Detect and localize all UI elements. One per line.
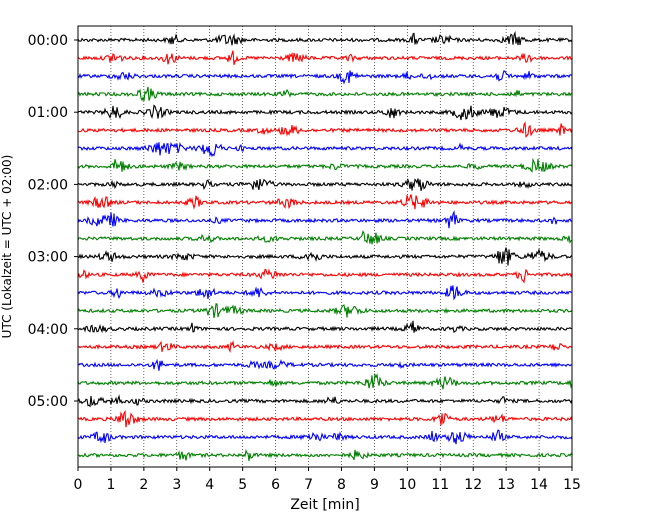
trace-0200 <box>77 178 573 191</box>
x-tick-label: 3 <box>172 477 181 493</box>
x-tick-label: 9 <box>370 477 379 493</box>
x-tick-label: 0 <box>74 477 83 493</box>
trace-0400 <box>77 320 573 334</box>
x-tick-label: 12 <box>464 477 482 493</box>
trace-0300 <box>77 247 573 266</box>
trace-0500 <box>77 394 573 408</box>
trace-0115 <box>77 121 573 138</box>
x-axis-ticks: 0 1 2 3 4 5 6 7 8 9 10 11 12 13 14 15 <box>74 467 581 493</box>
trace-0000 <box>77 30 573 46</box>
trace-0545 <box>77 448 573 461</box>
y-tick-label: 02:00 <box>28 177 68 193</box>
x-tick-label: 5 <box>238 477 247 493</box>
trace-0145 <box>77 157 573 173</box>
x-tick-label: 10 <box>398 477 416 493</box>
trace-0515 <box>77 409 573 428</box>
plot-frame <box>77 25 573 468</box>
seismic-traces <box>77 30 573 461</box>
x-tick-label: 8 <box>337 477 346 493</box>
x-tick-label: 2 <box>139 477 148 493</box>
x-tick-label: 13 <box>497 477 515 493</box>
y-axis-ticks: 00:00 01:00 02:00 03:00 04:00 05:00 <box>28 33 78 410</box>
y-tick-label: 05:00 <box>28 394 68 410</box>
trace-0215 <box>77 194 573 210</box>
trace-0015 <box>77 50 573 66</box>
trace-0415 <box>77 340 573 353</box>
trace-0530 <box>77 429 573 445</box>
y-tick-label: 00:00 <box>28 33 68 49</box>
x-tick-label: 7 <box>304 477 313 493</box>
trace-0130 <box>77 141 573 158</box>
y-tick-label: 03:00 <box>28 250 68 266</box>
trace-0245 <box>77 230 573 245</box>
trace-0445 <box>77 372 573 390</box>
trace-0330 <box>77 285 573 301</box>
x-tick-label: 6 <box>271 477 280 493</box>
x-tick-label: 14 <box>530 477 548 493</box>
trace-0430 <box>77 358 573 371</box>
trace-0045 <box>77 86 573 102</box>
trace-0100 <box>77 104 573 121</box>
x-tick-label: 1 <box>106 477 115 493</box>
x-axis-label: Zeit [min] <box>290 497 359 513</box>
x-tick-label: 15 <box>563 477 581 493</box>
y-tick-label: 04:00 <box>28 322 68 338</box>
trace-0345 <box>77 303 573 319</box>
x-tick-label: 11 <box>431 477 449 493</box>
x-tick-label: 4 <box>205 477 214 493</box>
trace-0315 <box>77 268 573 284</box>
y-axis-label: UTC (Lokalzeit = UTC + 02:00) <box>0 155 14 339</box>
y-tick-label: 01:00 <box>28 105 68 121</box>
trace-0030 <box>77 70 573 85</box>
trace-0230 <box>77 210 573 229</box>
